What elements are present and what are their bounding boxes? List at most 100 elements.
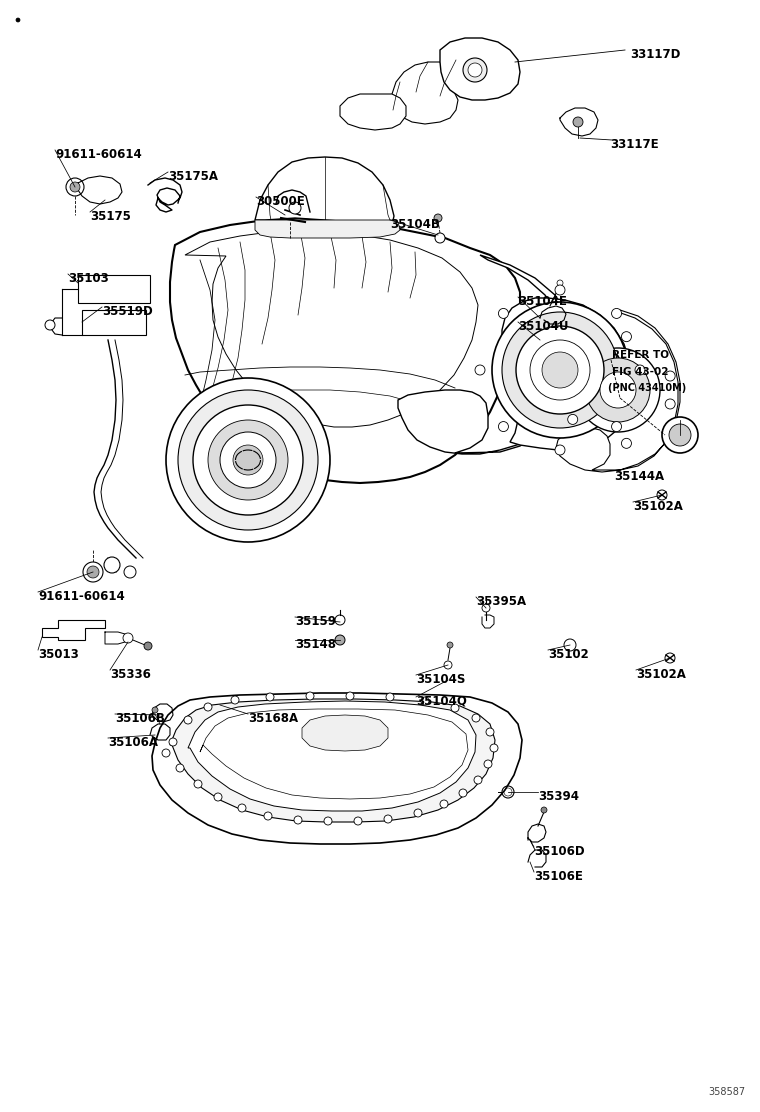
Circle shape (87, 566, 99, 578)
Circle shape (231, 696, 239, 704)
Circle shape (564, 639, 576, 651)
Circle shape (434, 214, 442, 222)
Circle shape (657, 490, 667, 500)
Polygon shape (188, 701, 476, 811)
Circle shape (662, 417, 698, 453)
Circle shape (447, 642, 453, 648)
Circle shape (484, 759, 492, 768)
Circle shape (555, 445, 565, 455)
Circle shape (204, 703, 212, 711)
Text: 35102A: 35102A (636, 668, 686, 681)
Text: 35102A: 35102A (633, 500, 683, 513)
Text: 35175A: 35175A (168, 170, 218, 183)
Circle shape (324, 817, 332, 825)
Circle shape (294, 816, 302, 824)
Circle shape (486, 728, 494, 736)
Text: 35104S: 35104S (416, 673, 465, 686)
Circle shape (555, 285, 565, 295)
Circle shape (475, 365, 485, 375)
Circle shape (435, 234, 445, 244)
Text: 35106B: 35106B (115, 712, 165, 725)
Polygon shape (255, 157, 394, 226)
Text: 35175: 35175 (90, 210, 131, 224)
Circle shape (622, 331, 632, 341)
Circle shape (612, 421, 622, 431)
Circle shape (463, 58, 487, 82)
Polygon shape (392, 62, 458, 125)
Circle shape (635, 365, 645, 375)
Circle shape (576, 348, 660, 431)
Circle shape (233, 445, 263, 475)
Circle shape (468, 63, 482, 77)
Circle shape (289, 202, 301, 214)
Circle shape (665, 371, 675, 381)
Circle shape (193, 405, 303, 515)
Circle shape (669, 424, 691, 446)
Circle shape (208, 420, 288, 500)
Circle shape (492, 302, 628, 438)
Text: 35394: 35394 (538, 790, 579, 803)
Circle shape (346, 692, 354, 699)
Circle shape (612, 308, 622, 318)
Circle shape (144, 642, 152, 651)
Text: (PNC 43410M): (PNC 43410M) (608, 383, 686, 393)
Polygon shape (152, 693, 522, 844)
Text: 35104E: 35104E (518, 295, 567, 308)
Circle shape (162, 749, 170, 757)
Text: 35159: 35159 (295, 615, 336, 628)
Polygon shape (170, 699, 495, 822)
Circle shape (568, 415, 578, 425)
Circle shape (70, 182, 80, 192)
Text: 33117D: 33117D (630, 48, 680, 61)
Circle shape (184, 716, 192, 724)
Circle shape (264, 812, 272, 820)
Text: FIG 43-02: FIG 43-02 (612, 367, 669, 377)
Circle shape (499, 421, 508, 431)
Polygon shape (170, 218, 520, 483)
Circle shape (414, 810, 422, 817)
Circle shape (600, 373, 636, 408)
Text: 35106A: 35106A (108, 736, 158, 749)
Circle shape (440, 800, 448, 808)
Text: 35102: 35102 (548, 648, 589, 661)
Polygon shape (255, 220, 400, 238)
Circle shape (499, 308, 508, 318)
Circle shape (665, 399, 675, 409)
Polygon shape (398, 255, 577, 454)
Text: 91611-60614: 91611-60614 (55, 148, 142, 161)
Text: 91611-60614: 91611-60614 (38, 590, 125, 603)
Polygon shape (302, 715, 388, 751)
Circle shape (166, 378, 330, 542)
Bar (78, 275, 150, 302)
Circle shape (586, 358, 650, 421)
Circle shape (178, 390, 318, 530)
Text: 35336: 35336 (110, 668, 151, 681)
Text: 35106E: 35106E (534, 870, 583, 883)
Circle shape (516, 326, 604, 414)
Polygon shape (340, 95, 406, 130)
Text: 358587: 358587 (708, 1088, 745, 1098)
Polygon shape (556, 310, 680, 471)
Polygon shape (502, 298, 632, 450)
Text: 33117E: 33117E (610, 138, 659, 151)
Circle shape (238, 804, 246, 812)
Circle shape (169, 738, 177, 746)
Circle shape (665, 653, 675, 663)
Circle shape (444, 661, 452, 669)
Circle shape (176, 764, 184, 772)
Circle shape (568, 356, 578, 366)
Circle shape (459, 790, 467, 797)
Circle shape (335, 635, 345, 645)
Circle shape (354, 817, 362, 825)
Circle shape (542, 353, 578, 388)
Circle shape (152, 707, 158, 713)
Circle shape (530, 340, 590, 400)
Circle shape (622, 438, 632, 448)
Circle shape (123, 633, 133, 643)
Circle shape (45, 320, 55, 330)
Circle shape (306, 692, 314, 699)
Circle shape (386, 693, 394, 701)
Text: 35168A: 35168A (248, 712, 298, 725)
Circle shape (384, 815, 392, 823)
Text: 35519D: 35519D (102, 305, 153, 318)
